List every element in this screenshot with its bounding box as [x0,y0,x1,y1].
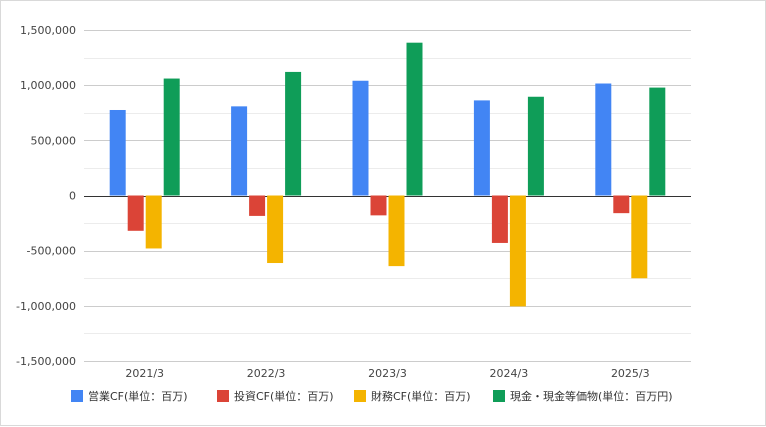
bar-2-2024/3 [509,195,526,307]
bar-3-2024/3 [527,96,544,196]
bar-1-2021/3 [127,195,144,231]
legend-label: 営業CF(単位：百万) [88,389,188,403]
bar-3-2025/3 [649,87,666,196]
legend-label: 現金・現金等価物(単位：百万円) [510,389,673,403]
legend-swatch [217,390,229,402]
bar-2-2025/3 [631,195,648,279]
y-tick-label: -1,000,000 [16,300,76,313]
x-tick-label: 2023/3 [368,367,407,380]
bar-0-2023/3 [352,80,369,196]
bar-2-2023/3 [388,195,405,267]
bar-2-2022/3 [267,195,284,264]
bar-1-2024/3 [491,195,508,243]
bar-2-2021/3 [145,195,162,249]
x-tick-label: 2025/3 [611,367,650,380]
bar-1-2023/3 [370,195,387,216]
bar-0-2024/3 [473,100,490,196]
legend-swatch [71,390,83,402]
y-tick-label: 1,500,000 [20,24,76,37]
y-tick-label: 1,000,000 [20,79,76,92]
grid-lines [84,30,691,362]
y-tick-label: 500,000 [31,134,77,147]
bar-3-2023/3 [406,42,423,196]
x-tick-label: 2021/3 [125,367,164,380]
bar-0-2021/3 [109,109,126,196]
legend-swatch [493,390,505,402]
bar-3-2022/3 [285,71,302,196]
bar-0-2022/3 [231,106,248,196]
x-axis-ticks: 2021/3 2022/3 2023/3 2024/3 2025/3 [125,367,649,380]
legend-label: 投資CF(単位：百万) [234,389,334,403]
y-tick-label: -500,000 [27,245,76,258]
y-axis-ticks: 1,500,000 1,000,000 500,000 0 -500,000 -1,000… [16,24,76,368]
bar-1-2022/3 [249,195,266,216]
legend-swatch [354,390,366,402]
y-tick-label: -1,500,000 [16,355,76,368]
bar-0-2025/3 [595,83,612,196]
x-tick-label: 2024/3 [490,367,529,380]
legend: 営業CF(単位：百万) 投資CF(単位：百万) 財務CF(単位：百万) 現金・現金等価… [71,389,673,403]
bars [109,42,666,307]
bar-3-2021/3 [163,78,180,196]
x-tick-label: 2022/3 [247,367,286,380]
bar-1-2025/3 [613,195,630,214]
legend-label: 財務CF(単位：百万) [371,389,471,403]
y-tick-label: 0 [69,190,76,203]
